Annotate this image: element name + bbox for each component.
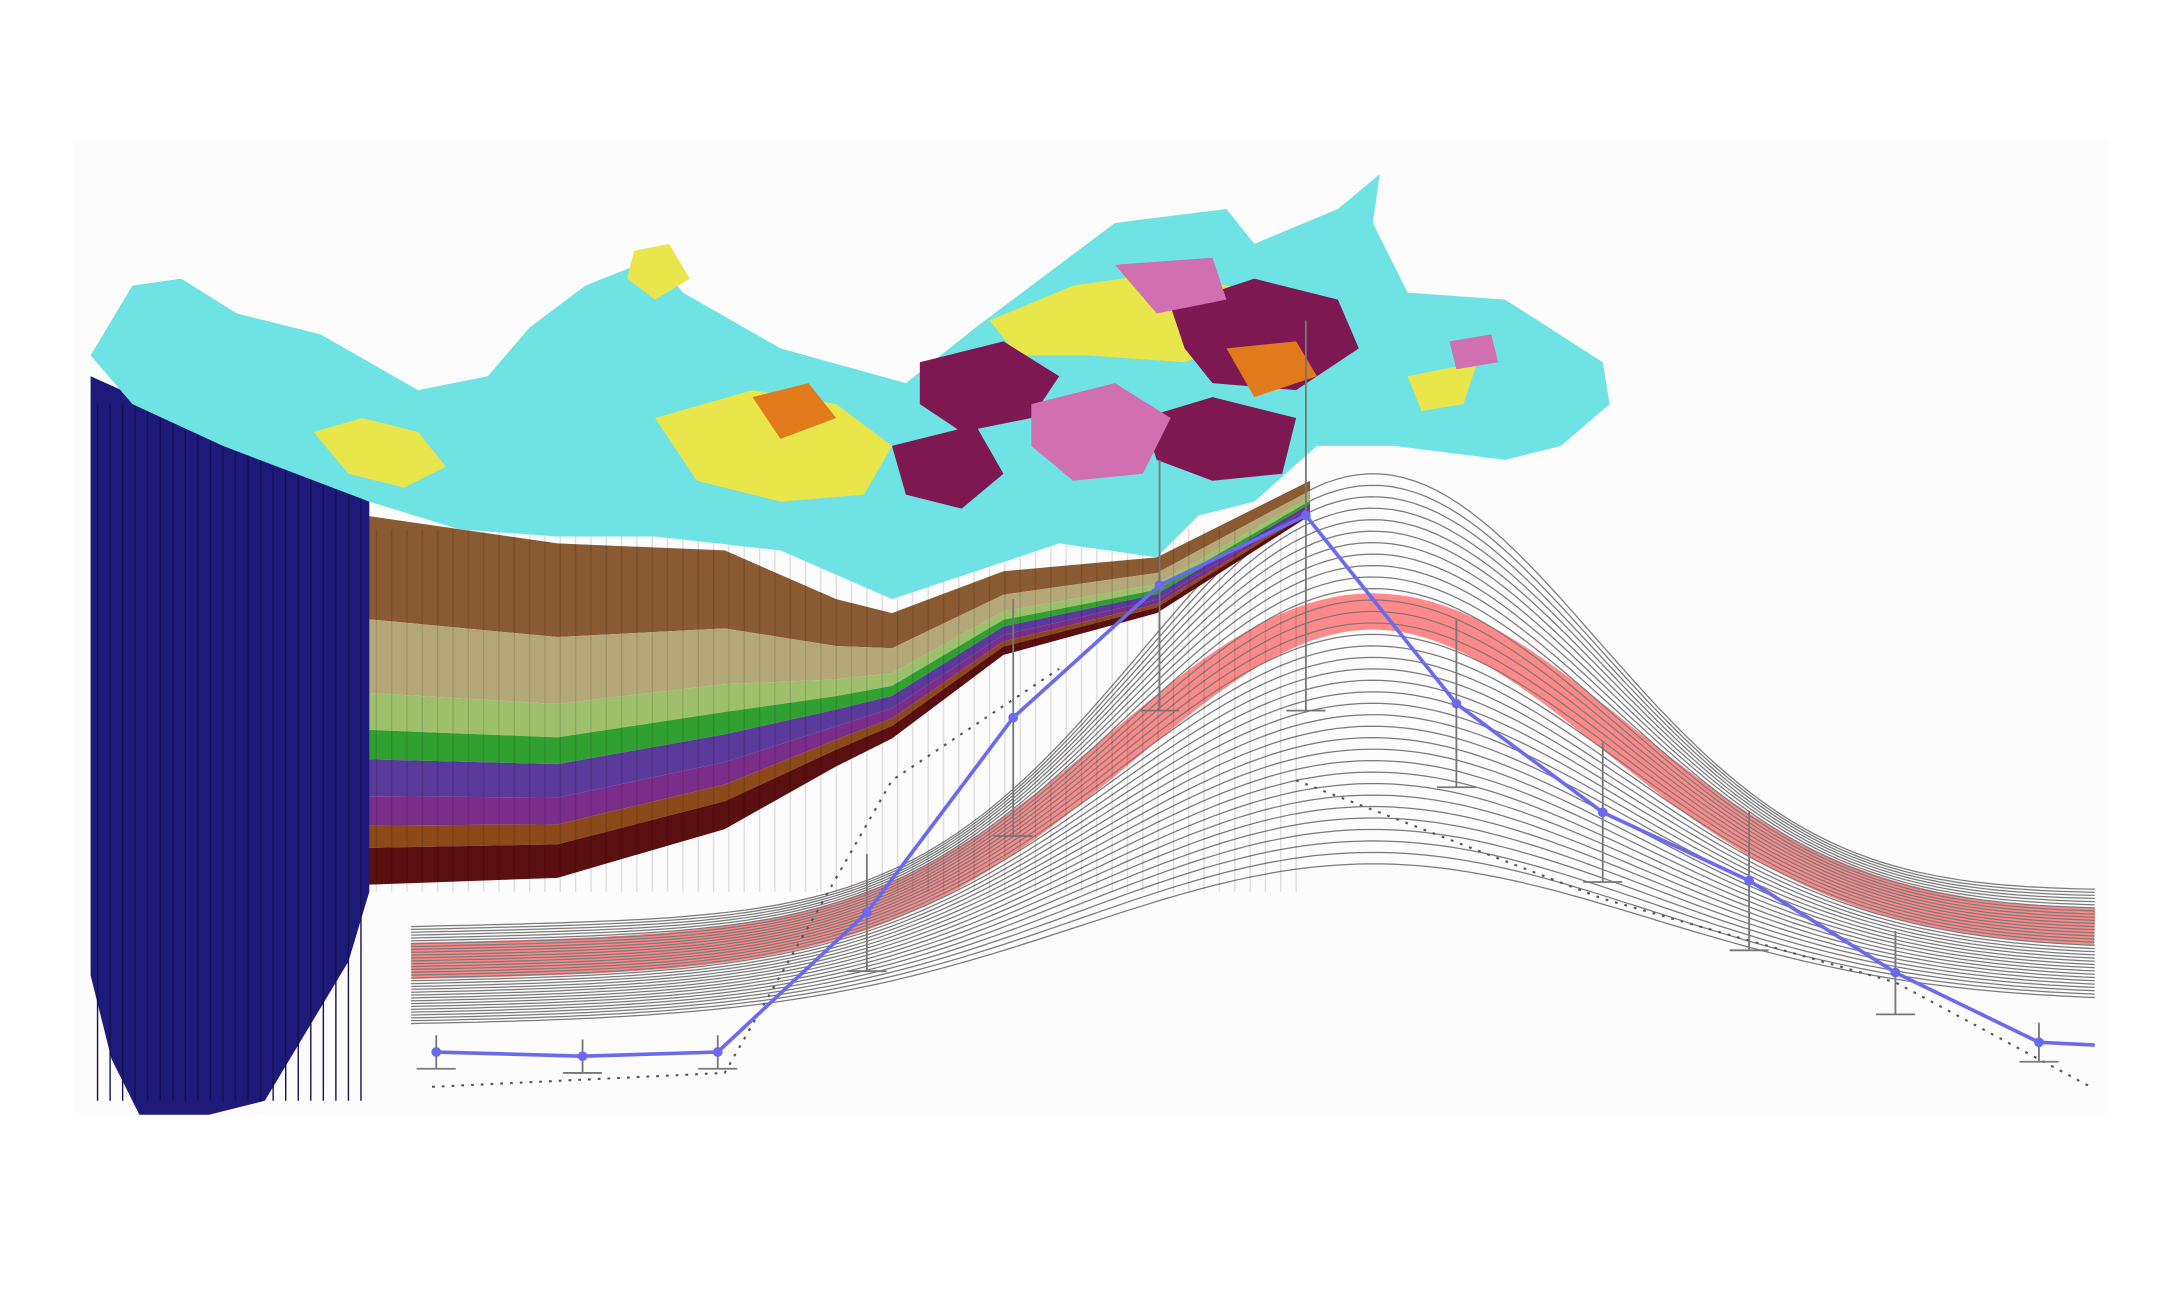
horizon-line — [411, 691, 2095, 982]
horizon-line — [411, 714, 2095, 988]
horizon-line — [411, 541, 2095, 945]
horizon-line — [411, 530, 2095, 942]
cross-section-curves — [410, 473, 2096, 1088]
dotted-line — [1295, 779, 2092, 1088]
stratum — [365, 500, 1311, 765]
horizon-line — [411, 622, 2095, 965]
profile-point — [431, 1047, 442, 1057]
terrain-yellow — [1407, 362, 1478, 412]
horizon-line — [411, 748, 2095, 996]
terrain-purple — [919, 341, 1060, 432]
terrain-pink — [1449, 334, 1499, 370]
stratum — [365, 497, 1311, 738]
horizon-line — [411, 633, 2095, 968]
terrain-pink — [1114, 257, 1227, 314]
profile-point — [1890, 967, 1901, 978]
horizon-line — [411, 794, 2095, 1008]
terrain-orange — [752, 383, 837, 439]
horizon-line — [411, 863, 2095, 1025]
horizon-line — [411, 783, 2095, 1005]
horizon-line — [411, 702, 2095, 985]
horizon-line — [411, 564, 2095, 951]
terrain-cyan — [90, 174, 1610, 600]
terrain-purple — [1142, 397, 1297, 481]
horizon-line — [411, 507, 2095, 936]
profile-point — [2034, 1037, 2044, 1048]
horizon-line — [411, 519, 2095, 939]
profile-point — [1008, 712, 1019, 723]
stratum — [365, 480, 1311, 649]
horizon-line — [411, 576, 2095, 953]
strata-block — [365, 480, 1311, 892]
profile-point — [1451, 698, 1462, 709]
terrain-yellow — [627, 243, 690, 300]
profile-line — [416, 320, 2095, 1074]
horizon-line — [411, 805, 2095, 1010]
profile-point — [712, 1047, 723, 1057]
horizon-line — [411, 553, 2095, 948]
terrain-pink — [1031, 383, 1171, 481]
horizon-line — [411, 679, 2095, 979]
stratum — [365, 512, 1311, 885]
horizon-line — [411, 828, 2095, 1016]
terrain-purple — [1170, 278, 1359, 391]
terrain-surface — [90, 174, 1610, 600]
horizon-line — [411, 587, 2095, 956]
profile-point — [1154, 580, 1165, 591]
profile-point — [577, 1051, 588, 1062]
block-stripes — [96, 404, 362, 1101]
stratum — [365, 490, 1311, 704]
terrain-orange — [1226, 341, 1318, 398]
profile-point — [1744, 875, 1754, 886]
terrain-yellow — [313, 418, 446, 488]
horizon-line — [411, 725, 2095, 990]
horizon-line — [411, 645, 2095, 971]
stratum — [365, 503, 1311, 798]
horizon-line — [411, 840, 2095, 1019]
horizon-line — [411, 668, 2095, 976]
horizon-line — [411, 817, 2095, 1013]
horizon-line — [411, 610, 2095, 962]
horizon-line — [411, 599, 2095, 959]
terrain-purple — [891, 424, 1004, 509]
profile-point — [861, 907, 872, 918]
horizon-line — [411, 656, 2095, 973]
dotted-line — [431, 667, 1060, 1088]
horizon-line — [411, 771, 2095, 1002]
profile-point — [1597, 807, 1608, 818]
horizon-line — [411, 737, 2095, 993]
profile-point — [1301, 510, 1311, 521]
